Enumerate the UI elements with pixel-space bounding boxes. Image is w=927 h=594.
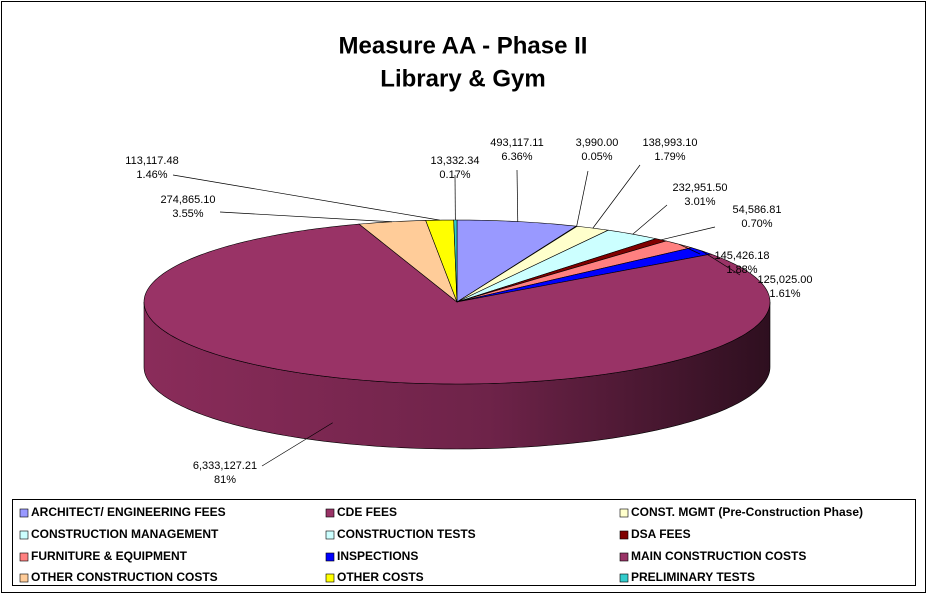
- legend-swatch: [19, 573, 29, 583]
- leader-line: [661, 226, 716, 241]
- data-label: 54,586.81: [733, 204, 782, 216]
- leader-line: [592, 164, 641, 229]
- chart-title: Measure AA - Phase II: [339, 32, 588, 59]
- data-label: 3,990.00: [576, 137, 619, 149]
- legend-swatch: [619, 530, 629, 540]
- legend-label: INSPECTIONS: [337, 549, 418, 563]
- legend-swatch: [325, 573, 335, 583]
- leader-line: [679, 243, 701, 255]
- legend-swatch: [619, 508, 629, 518]
- leader-line: [632, 204, 668, 235]
- legend-swatch: [19, 552, 29, 562]
- leader-line: [219, 211, 393, 223]
- legend-swatch: [325, 508, 335, 518]
- data-label: 145,426.18: [714, 250, 769, 262]
- leader-line: [172, 174, 440, 221]
- legend-label: OTHER COSTS: [337, 570, 424, 584]
- data-label: 3.01%: [684, 196, 715, 208]
- data-label: 493,117.11: [490, 137, 543, 149]
- leader-line: [516, 169, 519, 222]
- data-label: 1.88%: [726, 264, 757, 276]
- slice: [358, 220, 458, 303]
- slice: [456, 247, 713, 303]
- data-label: 13,332.34: [431, 155, 480, 167]
- leader-line: [261, 422, 333, 467]
- data-label: 138,993.10: [642, 137, 697, 149]
- slice: [143, 223, 771, 385]
- data-label: 274,865.10: [160, 194, 215, 206]
- legend-swatch: [619, 552, 629, 562]
- legend-box: [12, 499, 916, 586]
- data-label: 1.79%: [654, 151, 685, 163]
- legend-label: CDE FEES: [337, 505, 397, 519]
- data-label: 113,117.48: [125, 155, 178, 167]
- legend-swatch: [325, 530, 335, 540]
- data-label: 81%: [214, 474, 236, 486]
- legend-label: DSA FEES: [631, 527, 691, 541]
- slice: [456, 240, 693, 303]
- data-label: 1.46%: [136, 169, 167, 181]
- legend-swatch: [325, 552, 335, 562]
- legend-label: PRELIMINARY TESTS: [631, 570, 755, 584]
- data-label: 6,333,127.21: [193, 460, 257, 472]
- data-label: 0.70%: [741, 218, 772, 230]
- legend-label: OTHER CONSTRUCTION COSTS: [31, 570, 218, 584]
- legend-swatch: [19, 508, 29, 518]
- data-label: 232,951.50: [672, 182, 727, 194]
- legend-label: ARCHITECT/ ENGINEERING FEES: [31, 505, 226, 519]
- data-label: 0.05%: [581, 151, 612, 163]
- legend-swatch: [19, 530, 29, 540]
- data-label: 125,025.00: [757, 274, 812, 286]
- data-label: 0.17%: [439, 169, 470, 181]
- leader-line: [576, 170, 589, 227]
- data-label: 6.36%: [501, 151, 532, 163]
- legend-label: CONSTRUCTION MANAGEMENT: [31, 527, 219, 541]
- legend-label: MAIN CONSTRUCTION COSTS: [631, 549, 806, 563]
- legend-label: CONST. MGMT (Pre-Construction Phase): [631, 505, 863, 519]
- data-label: 1.61%: [769, 288, 800, 300]
- legend-label: CONSTRUCTION TESTS: [337, 527, 476, 541]
- legend-swatch: [619, 573, 629, 583]
- slice: [425, 219, 458, 303]
- legend-label: FURNITURE & EQUIPMENT: [31, 549, 188, 563]
- chart-title: Library & Gym: [380, 65, 545, 92]
- leader-line: [701, 250, 741, 276]
- data-label: 3.55%: [172, 208, 203, 220]
